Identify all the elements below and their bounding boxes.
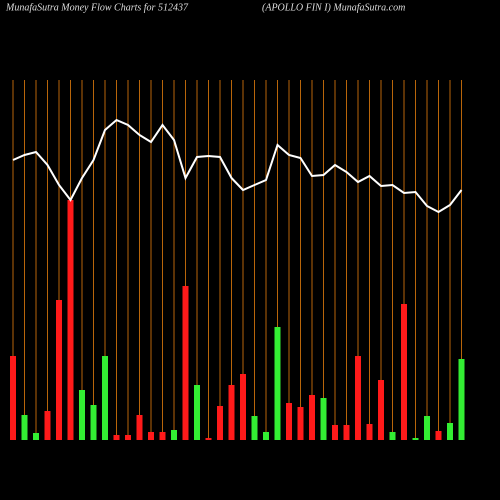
bar (159, 432, 166, 440)
bar (102, 356, 108, 440)
bar (401, 304, 407, 440)
bar (343, 425, 350, 440)
bar (182, 286, 189, 440)
price-line (12, 118, 463, 214)
bar (217, 406, 223, 440)
chart-subtitle: (APOLLO FIN I) MunafaSutra.com (262, 2, 405, 13)
bar (44, 411, 51, 440)
bar (274, 327, 281, 440)
bar (56, 300, 62, 440)
bar (67, 200, 74, 440)
bar (228, 385, 235, 440)
bar (297, 407, 304, 440)
bar (90, 405, 97, 440)
bar (286, 403, 292, 440)
bar (447, 423, 453, 440)
bar (10, 356, 16, 440)
bar (148, 432, 154, 440)
bar (79, 390, 85, 440)
bar (309, 395, 315, 440)
bar (355, 356, 361, 440)
bar (136, 415, 143, 440)
bar (435, 431, 442, 440)
bar (33, 433, 39, 440)
bar (21, 415, 28, 440)
chart-title: MunafaSutra Money Flow Charts for 512437 (5, 2, 189, 13)
bar (240, 374, 246, 440)
bar (113, 435, 120, 440)
bar (378, 380, 384, 440)
bar (366, 424, 373, 440)
bar (320, 398, 327, 440)
bar (458, 359, 465, 440)
bar (194, 385, 200, 440)
bar (251, 416, 258, 440)
bar (205, 438, 212, 440)
bar (171, 430, 177, 440)
bar (412, 438, 419, 440)
bar (125, 435, 131, 440)
bar (263, 432, 269, 440)
bar (332, 425, 338, 440)
bar (424, 416, 430, 440)
bar (389, 432, 396, 440)
